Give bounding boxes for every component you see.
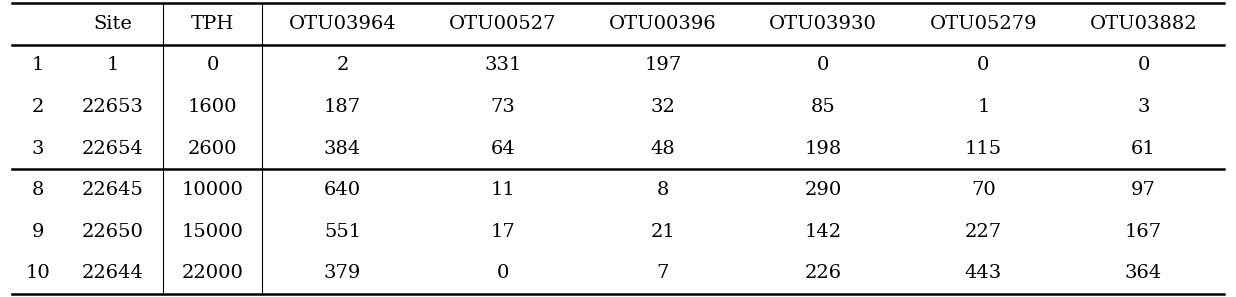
Text: 22644: 22644: [82, 264, 145, 282]
Text: 226: 226: [805, 264, 842, 282]
Text: OTU05279: OTU05279: [929, 15, 1037, 33]
Text: 443: 443: [965, 264, 1002, 282]
Text: 7: 7: [656, 264, 669, 282]
Text: 22645: 22645: [82, 181, 145, 199]
Text: 15000: 15000: [182, 223, 243, 241]
Text: 379: 379: [324, 264, 361, 282]
Text: 227: 227: [965, 223, 1002, 241]
Text: 331: 331: [485, 56, 522, 74]
Text: 48: 48: [650, 140, 675, 157]
Text: 364: 364: [1125, 264, 1162, 282]
Text: 64: 64: [491, 140, 515, 157]
Text: 8: 8: [32, 181, 44, 199]
Text: 11: 11: [491, 181, 515, 199]
Text: 22654: 22654: [82, 140, 145, 157]
Text: OTU00527: OTU00527: [449, 15, 556, 33]
Text: 1: 1: [32, 56, 44, 74]
Text: 21: 21: [650, 223, 675, 241]
Text: 290: 290: [805, 181, 842, 199]
Text: 22000: 22000: [182, 264, 243, 282]
Text: Site: Site: [94, 15, 132, 33]
Text: OTU03930: OTU03930: [769, 15, 878, 33]
Text: 97: 97: [1131, 181, 1156, 199]
Text: 1: 1: [978, 98, 990, 116]
Text: 551: 551: [324, 223, 361, 241]
Text: 9: 9: [32, 223, 44, 241]
Text: 22653: 22653: [82, 98, 145, 116]
Text: 22650: 22650: [82, 223, 145, 241]
Text: 2: 2: [336, 56, 349, 74]
Text: 10: 10: [26, 264, 51, 282]
Text: 17: 17: [491, 223, 515, 241]
Text: 2: 2: [32, 98, 44, 116]
Text: 61: 61: [1131, 140, 1156, 157]
Text: OTU03964: OTU03964: [289, 15, 397, 33]
Text: OTU03882: OTU03882: [1090, 15, 1198, 33]
Text: 2600: 2600: [188, 140, 237, 157]
Text: 142: 142: [805, 223, 842, 241]
Text: 70: 70: [971, 181, 996, 199]
Text: 1: 1: [106, 56, 120, 74]
Text: 640: 640: [324, 181, 361, 199]
Text: 187: 187: [324, 98, 361, 116]
Text: 115: 115: [965, 140, 1002, 157]
Text: 0: 0: [206, 56, 219, 74]
Text: 73: 73: [491, 98, 515, 116]
Text: 10000: 10000: [182, 181, 243, 199]
Text: TPH: TPH: [190, 15, 235, 33]
Text: 198: 198: [805, 140, 842, 157]
Text: 0: 0: [817, 56, 829, 74]
Text: 3: 3: [1137, 98, 1149, 116]
Text: 197: 197: [644, 56, 681, 74]
Text: 85: 85: [811, 98, 836, 116]
Text: 8: 8: [656, 181, 669, 199]
Text: 167: 167: [1125, 223, 1162, 241]
Text: OTU00396: OTU00396: [609, 15, 717, 33]
Text: 384: 384: [324, 140, 361, 157]
Text: 0: 0: [978, 56, 990, 74]
Text: 1600: 1600: [188, 98, 237, 116]
Text: 0: 0: [497, 264, 509, 282]
Text: 0: 0: [1137, 56, 1149, 74]
Text: 3: 3: [32, 140, 44, 157]
Text: 32: 32: [650, 98, 675, 116]
